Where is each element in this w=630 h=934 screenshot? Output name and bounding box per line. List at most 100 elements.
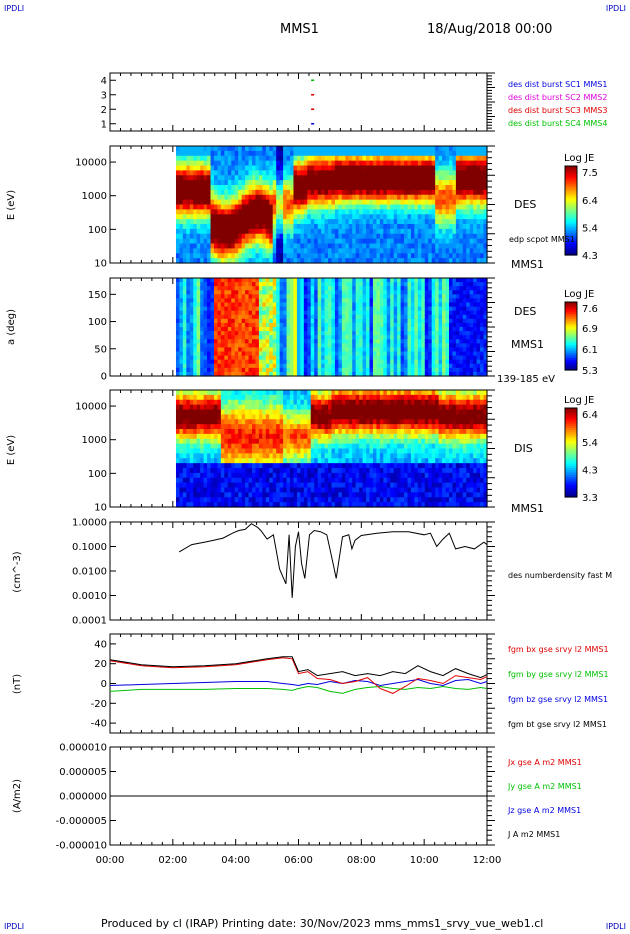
des-pitch-cell <box>414 278 419 283</box>
des-pitch-cell <box>407 343 412 349</box>
des-energy-cell <box>476 150 481 157</box>
des-pitch-cell <box>293 290 298 295</box>
des-energy-cell <box>324 243 329 249</box>
des-pitch-cell <box>393 290 398 295</box>
des-energy-cell <box>189 185 194 191</box>
des-energy-cell <box>203 248 208 254</box>
des-pitch-cell <box>366 331 371 336</box>
des-pitch-cell <box>213 310 219 316</box>
des-pitch-cell <box>362 367 367 373</box>
des-energy-cell <box>303 165 308 171</box>
des-energy-cell <box>334 224 339 230</box>
des-pitch-cell <box>345 347 350 353</box>
des-energy-cell <box>397 175 402 181</box>
des-pitch-cell <box>314 298 319 304</box>
des-pitch-cell <box>200 314 205 320</box>
des-pitch-cell <box>369 331 374 336</box>
des-energy-cell <box>210 214 215 220</box>
des-pitch-cell <box>182 351 187 357</box>
des-pitch-cell <box>276 298 281 304</box>
des-pitch-cell <box>421 302 426 308</box>
dis-energy-cell <box>182 424 187 430</box>
des-pitch-cell <box>252 298 257 304</box>
des-energy-cell <box>442 175 447 181</box>
dis-energy-cell <box>175 404 181 411</box>
des-energy-cell <box>359 214 364 220</box>
des-energy-cell <box>303 150 308 157</box>
des-pitch-cell <box>362 286 367 291</box>
des-energy-cell <box>262 204 267 210</box>
des-energy-cell <box>428 175 433 181</box>
des-pitch-cell <box>345 302 350 308</box>
des-pitch-cell <box>359 347 364 353</box>
des-energy-cell <box>393 189 398 196</box>
des-energy-cell <box>283 175 288 181</box>
des-energy-cell <box>182 170 187 176</box>
des-pitch-cell <box>245 335 250 340</box>
des-energy-cell <box>262 209 267 215</box>
des-energy-cell <box>238 224 243 230</box>
des-energy-cell <box>448 248 454 254</box>
des-pitch-cell <box>359 306 364 312</box>
des-pitch-cell <box>272 318 277 324</box>
des-energy-cell <box>279 185 284 191</box>
des-energy-cell <box>466 199 471 206</box>
des-energy-cell <box>459 243 464 249</box>
dis-energy-cell <box>193 502 198 508</box>
des-energy-cell <box>300 199 305 206</box>
des-pitch-cell <box>466 314 471 320</box>
des-energy-cell <box>227 180 232 186</box>
des-energy-cell <box>435 258 440 264</box>
des-energy-cell <box>203 180 208 186</box>
des-energy-cell <box>300 160 305 167</box>
des-energy-cell <box>442 165 447 171</box>
des-energy-cell <box>234 248 239 254</box>
des-pitch-cell <box>310 331 315 336</box>
des-pitch-cell <box>445 298 450 304</box>
des-pitch-cell <box>414 343 419 349</box>
des-pitch-cell <box>272 351 277 357</box>
des-pitch-cell <box>459 339 464 344</box>
des-energy-cell <box>414 253 419 259</box>
des-pitch-cell <box>303 327 308 332</box>
des-energy-cell <box>338 180 343 186</box>
des-energy-ytick-label: 10 <box>94 259 107 270</box>
des-energy-cell <box>462 258 467 264</box>
des-energy-cell <box>341 160 346 167</box>
des-energy-cell <box>476 175 481 181</box>
des-pitch-cell <box>272 327 277 332</box>
des-energy-cell <box>431 155 436 162</box>
des-energy-cell <box>410 155 416 162</box>
des-energy-cell <box>476 243 481 249</box>
des-pitch-cell <box>410 282 416 287</box>
des-energy-cell <box>352 165 357 171</box>
des-energy-cell <box>255 204 260 210</box>
des-energy-cell <box>331 209 336 215</box>
des-pitch-cell <box>283 298 288 304</box>
des-pitch-cell <box>483 327 488 332</box>
des-energy-cell <box>483 170 488 176</box>
dis-energy-cell <box>196 429 201 435</box>
des-energy-cell <box>231 199 236 206</box>
des-energy-cell <box>334 165 339 171</box>
des-energy-cell <box>459 194 464 201</box>
des-pitch-cell <box>476 359 481 365</box>
dis-energy-cell <box>189 429 194 435</box>
des-energy-cell <box>366 248 371 254</box>
des-energy-cell <box>255 194 260 201</box>
des-pitch-cell <box>469 290 474 295</box>
des-energy-cell <box>331 185 336 191</box>
des-pitch-cell <box>290 310 295 316</box>
des-energy-cell <box>220 243 225 249</box>
des-pitch-cell <box>265 322 270 328</box>
des-pitch-cell <box>324 347 329 353</box>
des-energy-cell <box>175 258 181 264</box>
des-pitch-cell <box>331 306 336 312</box>
des-energy-cell <box>189 180 194 186</box>
des-energy-cell <box>417 224 422 230</box>
des-pitch-cell <box>352 339 357 344</box>
des-energy-cell <box>293 258 298 264</box>
des-pitch-cell <box>196 343 201 349</box>
des-energy-cell <box>248 175 253 181</box>
des-pitch-cell <box>338 298 343 304</box>
